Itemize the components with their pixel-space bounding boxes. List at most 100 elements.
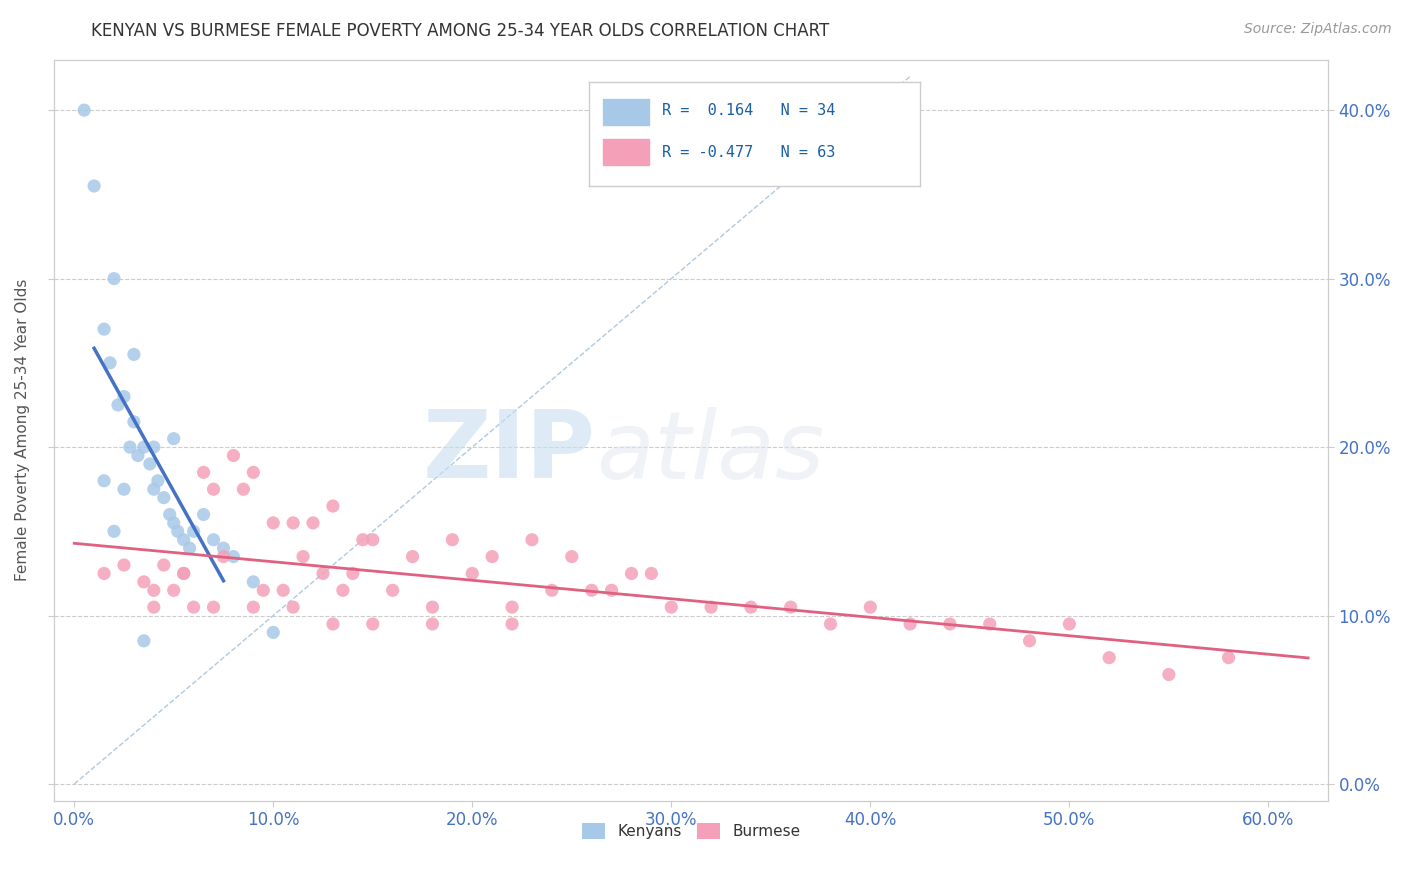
Point — [127, 449, 149, 463]
Point — [322, 499, 344, 513]
Point — [361, 533, 384, 547]
Point — [222, 549, 245, 564]
Point — [600, 583, 623, 598]
Text: Source: ZipAtlas.com: Source: ZipAtlas.com — [1244, 22, 1392, 37]
Point — [132, 440, 155, 454]
Point — [381, 583, 404, 598]
Text: KENYAN VS BURMESE FEMALE POVERTY AMONG 25-34 YEAR OLDS CORRELATION CHART: KENYAN VS BURMESE FEMALE POVERTY AMONG 2… — [91, 22, 830, 40]
Point — [142, 440, 165, 454]
Point — [281, 516, 304, 530]
Point — [700, 600, 723, 615]
Point — [1059, 617, 1081, 632]
Point — [118, 440, 141, 454]
Y-axis label: Female Poverty Among 25-34 Year Olds: Female Poverty Among 25-34 Year Olds — [15, 279, 30, 582]
Point — [281, 600, 304, 615]
Point — [898, 617, 921, 632]
Point — [820, 617, 842, 632]
Point — [122, 415, 145, 429]
Point — [173, 533, 195, 547]
Point — [193, 508, 215, 522]
Point — [166, 524, 188, 539]
Point — [93, 322, 115, 336]
Point — [939, 617, 962, 632]
Point — [979, 617, 1001, 632]
Point — [312, 566, 335, 581]
Point — [332, 583, 354, 598]
Legend: Kenyans, Burmese: Kenyans, Burmese — [576, 817, 806, 845]
Point — [1018, 633, 1040, 648]
Point — [112, 558, 135, 572]
Point — [142, 600, 165, 615]
Point — [541, 583, 564, 598]
Point — [163, 583, 186, 598]
Point — [202, 482, 225, 496]
Point — [93, 566, 115, 581]
Point — [222, 449, 245, 463]
Point — [193, 466, 215, 480]
Point — [202, 600, 225, 615]
Point — [183, 600, 205, 615]
Point — [132, 633, 155, 648]
Point — [501, 600, 523, 615]
Point — [107, 398, 129, 412]
Point — [212, 549, 235, 564]
Point — [212, 541, 235, 556]
Point — [242, 600, 264, 615]
Point — [322, 617, 344, 632]
Point — [163, 516, 186, 530]
Point — [422, 600, 444, 615]
Point — [1098, 650, 1121, 665]
Point — [352, 533, 374, 547]
Point — [202, 533, 225, 547]
Point — [112, 482, 135, 496]
Point — [152, 491, 174, 505]
Point — [73, 103, 96, 117]
Point — [152, 558, 174, 572]
Point — [139, 457, 162, 471]
Point — [183, 524, 205, 539]
Point — [252, 583, 274, 598]
Point — [262, 516, 284, 530]
Point — [859, 600, 882, 615]
Point — [620, 566, 643, 581]
Point — [422, 617, 444, 632]
Point — [581, 583, 603, 598]
Text: ZIP: ZIP — [423, 407, 596, 499]
Point — [173, 566, 195, 581]
Point — [342, 566, 364, 581]
Point — [561, 549, 583, 564]
Point — [159, 508, 181, 522]
Point — [501, 617, 523, 632]
Point — [163, 432, 186, 446]
Point — [146, 474, 169, 488]
Point — [83, 178, 105, 193]
Point — [103, 524, 125, 539]
Point — [122, 347, 145, 361]
Point — [461, 566, 484, 581]
Point — [262, 625, 284, 640]
Point — [1218, 650, 1240, 665]
Point — [640, 566, 662, 581]
Point — [179, 541, 201, 556]
Point — [271, 583, 294, 598]
Point — [112, 390, 135, 404]
Point — [659, 600, 682, 615]
Point — [1157, 667, 1180, 681]
Point — [242, 574, 264, 589]
Point — [132, 574, 155, 589]
Point — [142, 583, 165, 598]
Point — [361, 617, 384, 632]
Point — [441, 533, 464, 547]
Point — [142, 482, 165, 496]
Text: atlas: atlas — [596, 407, 824, 498]
Point — [740, 600, 762, 615]
Point — [401, 549, 423, 564]
Point — [779, 600, 801, 615]
Point — [481, 549, 503, 564]
Point — [103, 271, 125, 285]
Point — [93, 474, 115, 488]
Point — [242, 466, 264, 480]
Point — [98, 356, 121, 370]
Point — [232, 482, 254, 496]
Point — [520, 533, 543, 547]
